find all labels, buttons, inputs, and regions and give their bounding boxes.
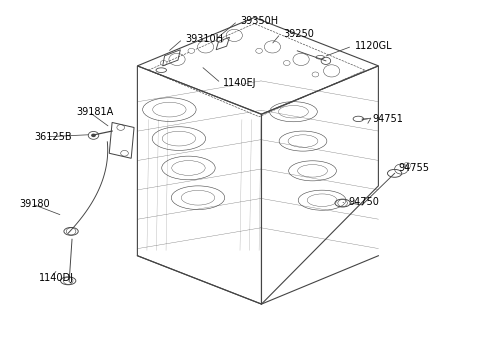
Circle shape (188, 48, 195, 53)
Text: 36125B: 36125B (34, 132, 72, 142)
Circle shape (312, 72, 319, 77)
Text: 94751: 94751 (372, 114, 404, 124)
Text: 1120GL: 1120GL (355, 41, 392, 51)
Text: 1140EJ: 1140EJ (223, 78, 257, 88)
Text: 39181A: 39181A (77, 107, 114, 117)
Text: 39310H: 39310H (185, 34, 223, 44)
Text: 94755: 94755 (398, 163, 430, 173)
Circle shape (283, 61, 290, 65)
Circle shape (160, 61, 167, 65)
Circle shape (216, 38, 223, 43)
Text: 39350H: 39350H (240, 16, 278, 26)
Text: 39180: 39180 (20, 199, 50, 209)
Text: 1140DJ: 1140DJ (38, 273, 73, 283)
Circle shape (91, 134, 96, 137)
Text: 94750: 94750 (349, 197, 380, 207)
Text: 39250: 39250 (283, 29, 314, 39)
Circle shape (256, 48, 263, 53)
